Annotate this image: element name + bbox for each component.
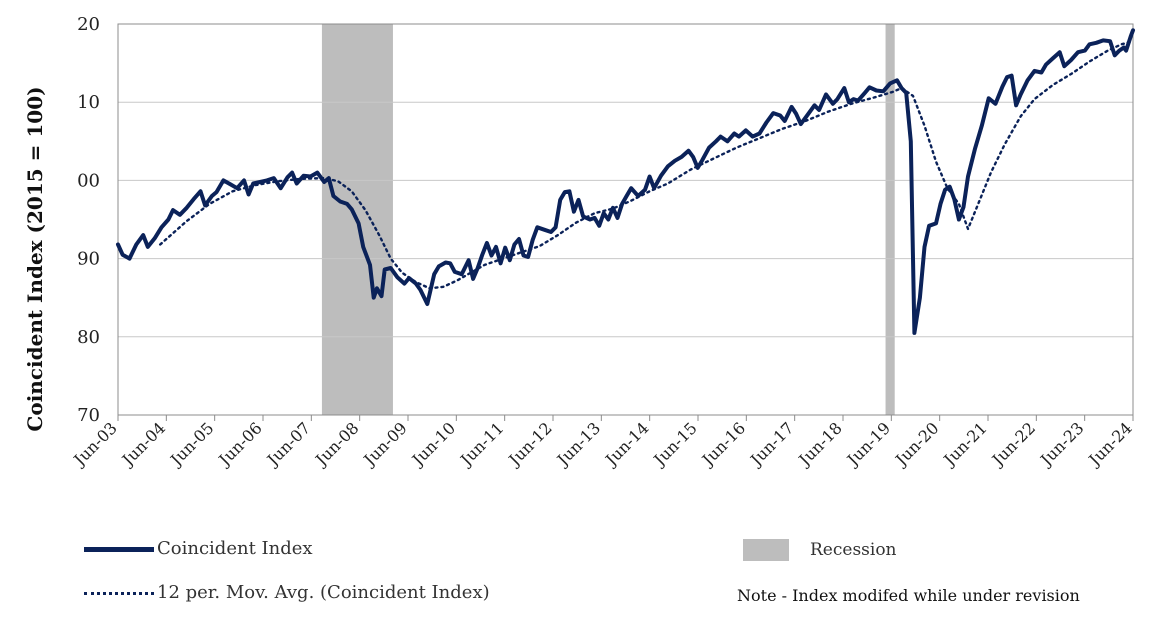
x-tick-label: Jun-23 — [1035, 418, 1087, 470]
gridlines — [117, 23, 1134, 416]
x-tick-label: Jun-08 — [310, 418, 362, 470]
x-tick-label: Jun-12 — [504, 418, 556, 470]
x-axis-ticks: Jun-03Jun-04Jun-05Jun-06Jun-07Jun-08Jun-… — [69, 415, 1136, 471]
x-tick-label: Jun-22 — [987, 418, 1039, 470]
x-tick-label: Jun-18 — [794, 418, 846, 470]
x-tick-label: Jun-03 — [69, 418, 121, 470]
chart-note: Note - Index modifed while under revisio… — [737, 586, 1080, 605]
y-tick-label: 10 — [77, 92, 100, 113]
series-lines — [116, 28, 1135, 335]
x-tick-label: Jun-24 — [1084, 418, 1136, 470]
x-tick-label: Jun-04 — [117, 418, 169, 470]
x-tick-label: Jun-21 — [939, 418, 991, 470]
legend-mavg-label: 12 per. Mov. Avg. (Coincident Index) — [157, 582, 490, 603]
x-tick-label: Jun-10 — [407, 418, 459, 470]
legend-recession-swatch — [743, 539, 789, 561]
legend-coincident-label: Coincident Index — [157, 538, 313, 559]
x-tick-label: Jun-15 — [649, 418, 701, 470]
x-tick-label: Jun-17 — [745, 418, 797, 470]
x-tick-label: Jun-11 — [455, 418, 507, 470]
x-tick-label: Jun-14 — [600, 418, 652, 470]
x-tick-label: Jun-20 — [890, 418, 942, 470]
x-tick-label: Jun-07 — [262, 418, 314, 470]
x-tick-label: Jun-16 — [697, 418, 749, 470]
moving-average-line — [158, 40, 1135, 290]
y-tick-label: 70 — [77, 405, 100, 426]
y-tick-label: 90 — [77, 249, 100, 270]
legend-recession-label: Recession — [810, 540, 897, 560]
y-tick-label: 00 — [77, 170, 100, 191]
x-tick-label: Jun-05 — [165, 418, 217, 470]
recession-band — [885, 24, 895, 415]
y-tick-label: 80 — [77, 327, 100, 348]
plot-frame — [117, 23, 1134, 416]
y-axis-label: Coincident Index (2015 = 100) — [23, 86, 47, 431]
legend-coincident-swatch — [84, 547, 154, 552]
x-tick-label: Jun-09 — [359, 418, 411, 470]
coincident-index-line — [116, 28, 1135, 335]
y-tick-label: 20 — [77, 14, 100, 35]
x-tick-label: Jun-06 — [214, 418, 266, 470]
legend-mavg-swatch — [84, 592, 154, 595]
y-axis-ticks: 70 80 90 00 10 20 — [77, 14, 100, 426]
x-tick-label: Jun-13 — [552, 418, 604, 470]
x-tick-label: Jun-19 — [842, 418, 894, 470]
